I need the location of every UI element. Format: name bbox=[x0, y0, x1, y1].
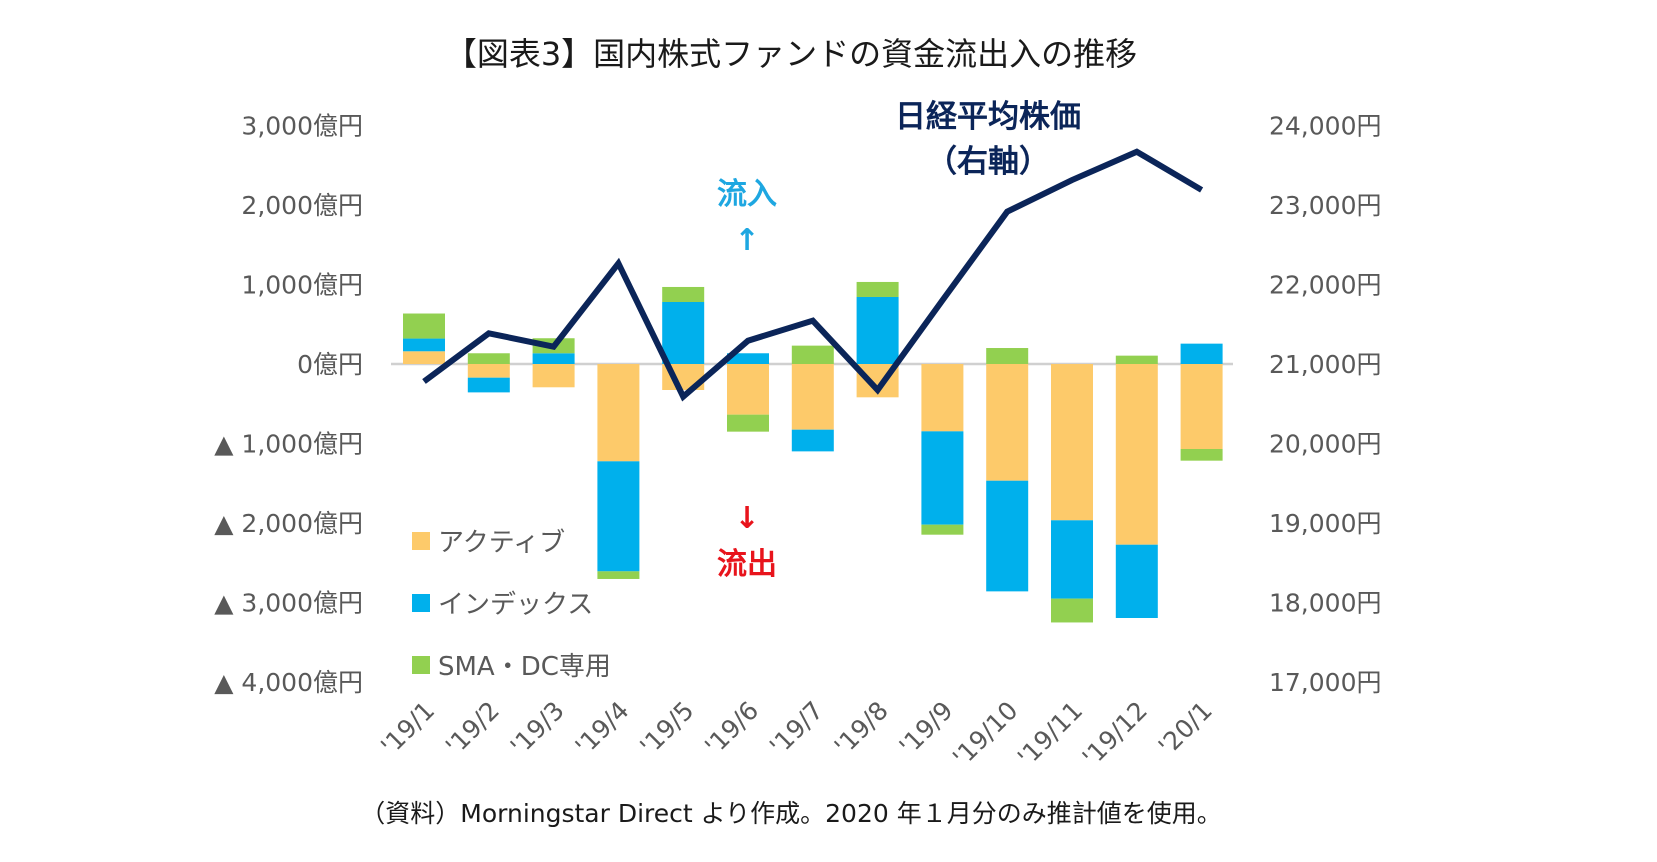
bar-sma bbox=[986, 348, 1029, 364]
x-axis-tick-label: '19/6 bbox=[699, 696, 764, 761]
x-axis-tick-label: '19/4 bbox=[570, 696, 635, 761]
bar-active bbox=[986, 364, 1029, 481]
bar-active bbox=[791, 364, 834, 430]
bar-active bbox=[532, 364, 575, 388]
legend: アクティブ インデックス SMA・DC専用 bbox=[412, 528, 611, 682]
bar-index bbox=[662, 301, 705, 364]
legend-label-index: インデックス bbox=[438, 590, 593, 620]
left-axis-tick-label: 3,000億円 bbox=[241, 112, 363, 141]
bar-sma bbox=[921, 524, 964, 535]
bar-sma bbox=[597, 571, 640, 579]
nikkei-axis-note: （右軸） bbox=[926, 144, 1050, 180]
bar-active bbox=[467, 364, 510, 378]
bar-index bbox=[1051, 520, 1093, 599]
x-axis-tick-label: '19/8 bbox=[829, 696, 894, 761]
left-axis-tick-label: ▲ 1,000億円 bbox=[214, 430, 363, 459]
chart-title: 【図表3】国内株式ファンドの資金流出入の推移 bbox=[445, 35, 1137, 73]
legend-label-sma: SMA・DC専用 bbox=[438, 652, 611, 682]
bar-sma bbox=[662, 286, 705, 302]
bar-sma bbox=[1051, 598, 1093, 623]
bar-active bbox=[403, 351, 445, 364]
outflow-label: 流出 bbox=[717, 547, 777, 582]
bar-sma bbox=[856, 281, 899, 297]
x-axis-tick-label: '19/7 bbox=[764, 696, 829, 761]
left-axis-tick-label: 0億円 bbox=[297, 350, 363, 379]
left-axis-tick-label: ▲ 2,000億円 bbox=[214, 509, 363, 538]
bar-sma bbox=[727, 414, 769, 432]
bar-sma bbox=[791, 345, 834, 364]
x-axis-tick-label: '19/5 bbox=[634, 696, 699, 761]
bar-sma bbox=[403, 313, 445, 339]
inflow-arrow: ↑ bbox=[734, 223, 759, 258]
right-axis-tick-label: 21,000円 bbox=[1269, 350, 1381, 379]
right-axis-tick-label: 20,000円 bbox=[1269, 430, 1381, 459]
right-axis-tick-label: 23,000円 bbox=[1269, 191, 1381, 220]
bar-active bbox=[597, 364, 640, 462]
bar-active bbox=[1115, 364, 1158, 545]
left-axis-tick-label: 1,000億円 bbox=[241, 271, 363, 300]
legend-swatch-active bbox=[412, 532, 430, 550]
bar-sma bbox=[1115, 355, 1158, 364]
bar-index bbox=[986, 480, 1029, 592]
right-axis-tick-label: 17,000円 bbox=[1269, 668, 1381, 697]
bar-index bbox=[532, 353, 575, 364]
nikkei-label: 日経平均株価 bbox=[895, 99, 1081, 135]
bar-active bbox=[1180, 364, 1223, 449]
left-axis-tick-label: ▲ 4,000億円 bbox=[214, 668, 363, 697]
x-axis-tick-label: '19/2 bbox=[440, 696, 505, 761]
bar-index bbox=[1180, 343, 1223, 364]
bar-active bbox=[1051, 364, 1093, 521]
bar-index bbox=[403, 338, 445, 352]
bar-index bbox=[921, 431, 964, 525]
bar-active bbox=[727, 364, 769, 415]
source-note: （資料）Morningstar Direct より作成。2020 年１月分のみ推… bbox=[360, 799, 1221, 828]
outflow-arrow: ↓ bbox=[734, 501, 759, 536]
inflow-label: 流入 bbox=[717, 177, 777, 212]
x-axis-tick-label: '19/1 bbox=[375, 696, 440, 761]
left-axis-tick-label: ▲ 3,000億円 bbox=[214, 589, 363, 618]
bar-sma bbox=[467, 353, 510, 364]
x-axis-tick-label: '19/3 bbox=[505, 696, 570, 761]
legend-label-active: アクティブ bbox=[438, 528, 565, 558]
bar-index bbox=[467, 377, 510, 393]
legend-swatch-index bbox=[412, 594, 430, 612]
right-axis-tick-label: 24,000円 bbox=[1269, 112, 1381, 141]
x-axis-tick-label: '19/10 bbox=[947, 696, 1023, 772]
bar-active bbox=[921, 364, 964, 432]
x-axis-tick-label: '19/11 bbox=[1012, 696, 1088, 772]
bar-index bbox=[856, 296, 899, 364]
bar-index bbox=[727, 353, 769, 364]
bar-index bbox=[597, 461, 640, 572]
x-axis-tick-label: '20/1 bbox=[1153, 696, 1218, 761]
right-axis-tick-label: 19,000円 bbox=[1269, 509, 1381, 538]
right-axis-tick-label: 18,000円 bbox=[1269, 589, 1381, 618]
left-axis-tick-label: 2,000億円 bbox=[241, 191, 363, 220]
bar-index bbox=[1115, 544, 1158, 619]
legend-swatch-sma bbox=[412, 656, 430, 674]
right-axis-tick-label: 22,000円 bbox=[1269, 271, 1381, 300]
bar-sma bbox=[1180, 448, 1223, 461]
x-axis-tick-label: '19/12 bbox=[1077, 696, 1153, 772]
bar-index bbox=[791, 429, 834, 452]
